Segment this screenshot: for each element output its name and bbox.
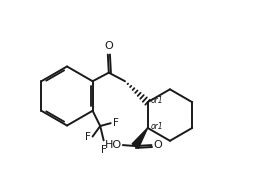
Text: HO: HO [105,140,122,150]
Polygon shape [132,128,148,148]
Text: F: F [85,132,91,142]
Text: O: O [104,41,113,51]
Text: or1: or1 [151,96,164,105]
Text: F: F [113,118,119,128]
Text: or1: or1 [151,122,164,131]
Text: F: F [101,145,106,155]
Text: O: O [154,140,163,150]
